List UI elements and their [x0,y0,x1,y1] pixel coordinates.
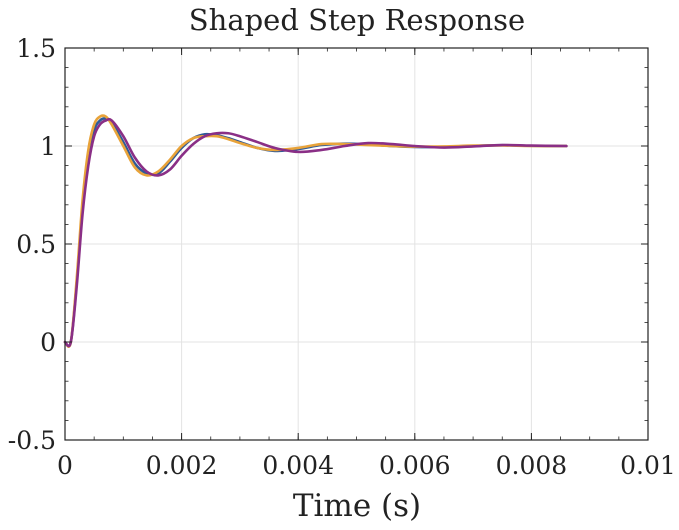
y-tick-label: 1 [40,132,56,161]
x-tick-label: 0.01 [620,451,676,480]
y-tick-label: 0 [40,328,56,357]
grid-lines [64,47,649,441]
x-axis-label: Time (s) [293,488,421,524]
y-tick-labels: -0.5 0 0.5 1 1.5 [8,34,56,455]
x-tick-label: 0.008 [496,451,568,480]
y-tick-label: 1.5 [16,34,56,63]
y-tick-label: 0.5 [16,230,56,259]
x-tick-label: 0.002 [146,451,218,480]
chart-title: Shaped Step Response [189,3,525,37]
x-tick-label: 0.004 [262,451,334,480]
x-tick-label: 0.006 [379,451,451,480]
x-tick-label: 0 [57,451,73,480]
x-tick-labels: 0 0.002 0.004 0.006 0.008 0.01 [57,451,676,480]
series-line-3 [63,117,568,348]
y-tick-label: -0.5 [8,426,56,455]
tick-marks [64,47,649,441]
series-line-1 [63,117,568,348]
series-group [63,114,568,348]
